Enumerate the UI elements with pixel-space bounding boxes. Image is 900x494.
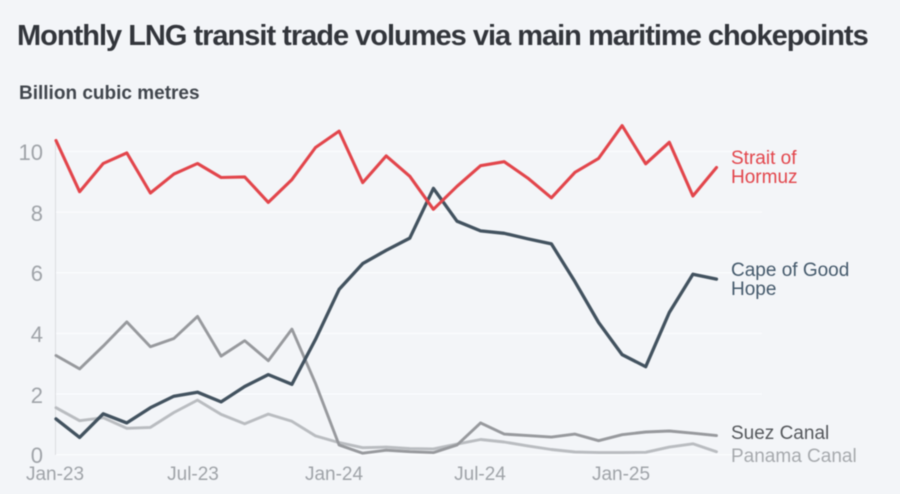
svg-text:Jan-24: Jan-24 [305,464,364,485]
svg-text:6: 6 [31,261,43,286]
svg-text:10: 10 [19,140,43,165]
svg-text:8: 8 [31,201,43,226]
svg-text:Jan-23: Jan-23 [26,464,84,485]
svg-text:Jul-24: Jul-24 [454,464,506,485]
svg-text:0: 0 [31,443,43,468]
svg-text:2: 2 [31,383,43,408]
svg-text:4: 4 [31,322,43,347]
svg-text:Jan-25: Jan-25 [592,464,650,485]
svg-text:Jul-23: Jul-23 [167,464,219,485]
